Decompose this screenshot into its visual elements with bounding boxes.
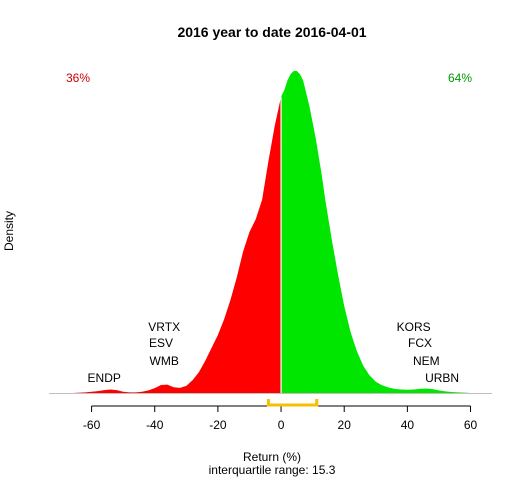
x-axis-label: Return (%) <box>243 450 301 464</box>
subtitle: interquartile range: 15.3 <box>209 463 336 477</box>
annotation-wmb: WMB <box>150 354 179 368</box>
annotation-kors: KORS <box>397 320 431 334</box>
x-tick-label: -20 <box>209 418 227 432</box>
annotation-endp: ENDP <box>88 371 121 385</box>
density-area <box>60 71 480 393</box>
x-tick-label: 0 <box>278 418 285 432</box>
annotation-esv: ESV <box>149 336 173 350</box>
negative-region <box>60 96 282 393</box>
x-tick-label: 60 <box>464 418 478 432</box>
x-tick-label: 20 <box>338 418 352 432</box>
x-axis: -60 -40 -20 0 20 40 60 <box>49 393 492 432</box>
left-percent: 36% <box>66 71 90 85</box>
positive-region <box>281 71 480 393</box>
x-tick-label: -60 <box>83 418 101 432</box>
x-tick-label: -40 <box>146 418 164 432</box>
annotation-urbn: URBN <box>425 371 459 385</box>
right-percent: 64% <box>448 71 472 85</box>
annotation-fcx: FCX <box>408 336 432 350</box>
chart-title: 2016 year to date 2016-04-01 <box>177 24 366 40</box>
annotations: VRTX ESV WMB ENDP KORS FCX NEM URBN <box>88 320 460 385</box>
x-tick-label: 40 <box>401 418 415 432</box>
iqr-bracket <box>266 399 319 407</box>
annotation-nem: NEM <box>413 354 440 368</box>
annotation-vrtx: VRTX <box>148 320 180 334</box>
y-axis-label: Density <box>2 211 16 251</box>
